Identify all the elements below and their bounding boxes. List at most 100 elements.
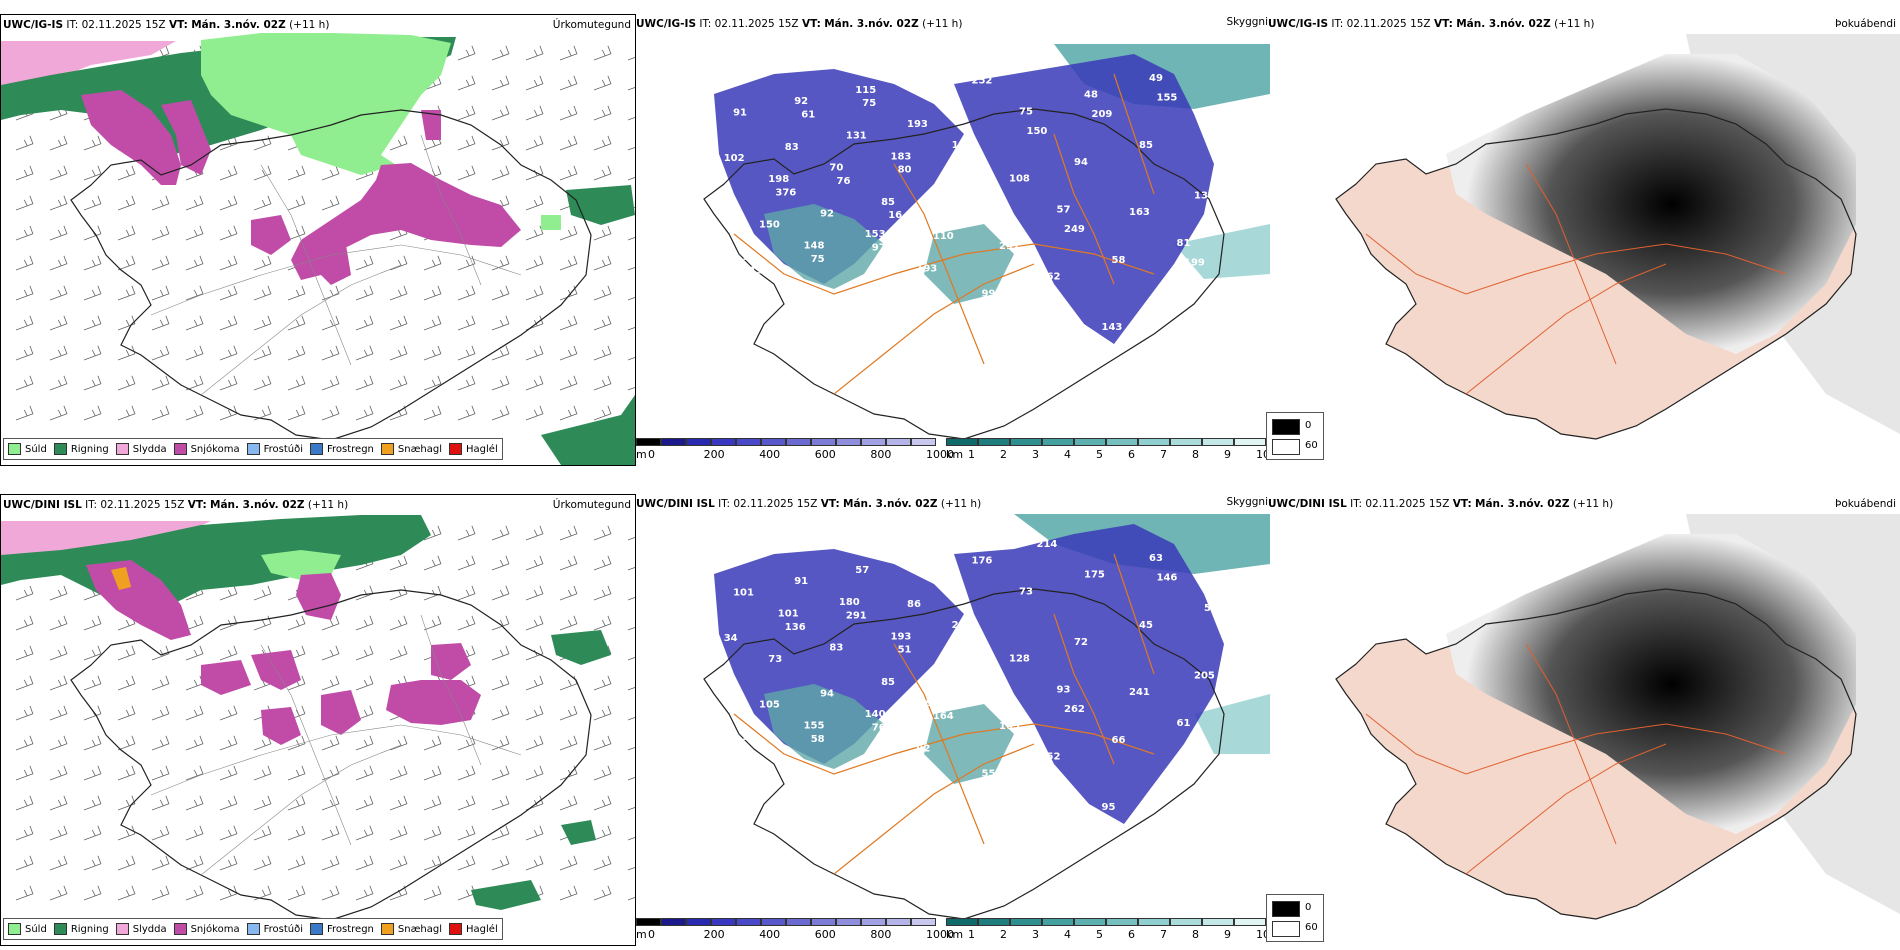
colorbar-segment [1074, 918, 1106, 926]
wind-barb [559, 585, 578, 601]
cloud-base-label: 48 [1084, 90, 1098, 101]
wind-barb [389, 645, 408, 661]
legend-label: Frostregn [327, 443, 374, 455]
fog-index-area [1446, 534, 1856, 834]
cloud-base-label: 34 [724, 633, 738, 644]
colorbar-segment [661, 918, 686, 926]
colorbar-segment [946, 918, 978, 926]
wind-barb [423, 555, 442, 571]
wind-barb [491, 735, 510, 751]
wind-barb [321, 855, 340, 871]
cloud-base-label: 83 [785, 142, 799, 153]
wind-barb [185, 645, 204, 661]
wind-barb [457, 345, 476, 361]
cloud-base-label: 148 [804, 241, 825, 252]
colorbar-segment [811, 918, 836, 926]
wind-barb [117, 735, 136, 751]
legend-item: Haglél [449, 443, 498, 455]
wind-barb [185, 285, 204, 301]
cloud-base-label: 91 [733, 108, 747, 119]
wind-barb [457, 405, 476, 421]
wind-barb [423, 255, 442, 271]
wind-barb [525, 255, 544, 271]
wind-barb [151, 405, 170, 421]
cloud-base-label: 241 [1129, 687, 1150, 698]
wind-barb [185, 765, 204, 781]
cloud-base-label: 73 [1019, 586, 1033, 597]
cloud-base-label: 66 [1112, 735, 1126, 746]
wind-barb [559, 345, 578, 361]
wind-barb [593, 525, 612, 541]
wind-barb [389, 795, 408, 811]
wind-barb [627, 297, 635, 301]
wind-barb [117, 375, 136, 391]
wind-barb [627, 657, 635, 661]
wind-barb [627, 777, 635, 781]
wind-barb [15, 855, 34, 871]
wind-barb [423, 585, 442, 601]
colorbar-segment [636, 918, 661, 926]
wind-barb [185, 315, 204, 331]
wind-barb [491, 855, 510, 871]
wind-barb [185, 735, 204, 751]
colorbar-tick: 600 [814, 928, 836, 941]
wind-barb [151, 195, 170, 211]
wind-barb [49, 795, 68, 811]
colorbar-tick: 2 [1000, 448, 1007, 461]
wind-barb [491, 795, 510, 811]
wind-barb [627, 867, 635, 871]
wind-barb [185, 705, 204, 721]
wind-barb [389, 735, 408, 751]
cloud-base-label: 58 [1112, 255, 1126, 266]
cloud-base-label: 63 [1149, 553, 1163, 564]
colorbar-segment [886, 438, 911, 446]
precip-type-map-bottom [1, 515, 635, 921]
cloud-base-label: 130 [1194, 190, 1215, 201]
wind-barb [15, 675, 34, 691]
wind-barb [49, 825, 68, 841]
panel-variable: Þokuábendi [1835, 498, 1896, 510]
cloud-base-label: 91 [794, 576, 808, 587]
wind-barb [525, 285, 544, 301]
wind-barb [321, 735, 340, 751]
wind-barb [185, 615, 204, 631]
cloud-base-label: 90 [942, 666, 956, 677]
wind-barb [627, 717, 635, 721]
wind-barb [525, 645, 544, 661]
cloud-base-label: 198 [768, 174, 789, 185]
colorbar-tick: 600 [814, 448, 836, 461]
legend-swatch [115, 443, 129, 455]
legend-item: Frostregn [310, 443, 374, 455]
wind-barb [15, 165, 34, 181]
wind-barb [253, 855, 272, 871]
wind-barb [219, 885, 238, 901]
cloud-base-label: 183 [891, 151, 912, 162]
wind-barb [49, 645, 68, 661]
snow-area [296, 573, 341, 620]
wind-barb [593, 45, 612, 61]
snow-area [321, 690, 361, 735]
wind-barb [287, 165, 306, 181]
wind-barb [423, 825, 442, 841]
wind-barb [593, 705, 612, 721]
wind-barb [559, 705, 578, 721]
km-colorbar: km 1 2 3 4 5 6 7 8 9 10 [946, 438, 1270, 461]
cloud-base-label: 92 [820, 208, 834, 219]
colorbar-unit: m [636, 448, 647, 461]
wind-barb [457, 285, 476, 301]
colorbar-segment [1234, 918, 1266, 926]
wind-barb [491, 525, 510, 541]
legend-item: Rigning [53, 923, 109, 935]
wind-barb [525, 735, 544, 751]
legend-swatch [53, 443, 67, 455]
wind-barb [355, 345, 374, 361]
wind-barb [253, 345, 272, 361]
wind-barb [491, 375, 510, 391]
wind-barb [457, 165, 476, 181]
roads [1365, 163, 1787, 395]
wind-barb [355, 315, 374, 331]
wind-barb [185, 195, 204, 211]
wind-barb [49, 675, 68, 691]
wind-barb [49, 705, 68, 721]
wind-barb [423, 525, 442, 541]
